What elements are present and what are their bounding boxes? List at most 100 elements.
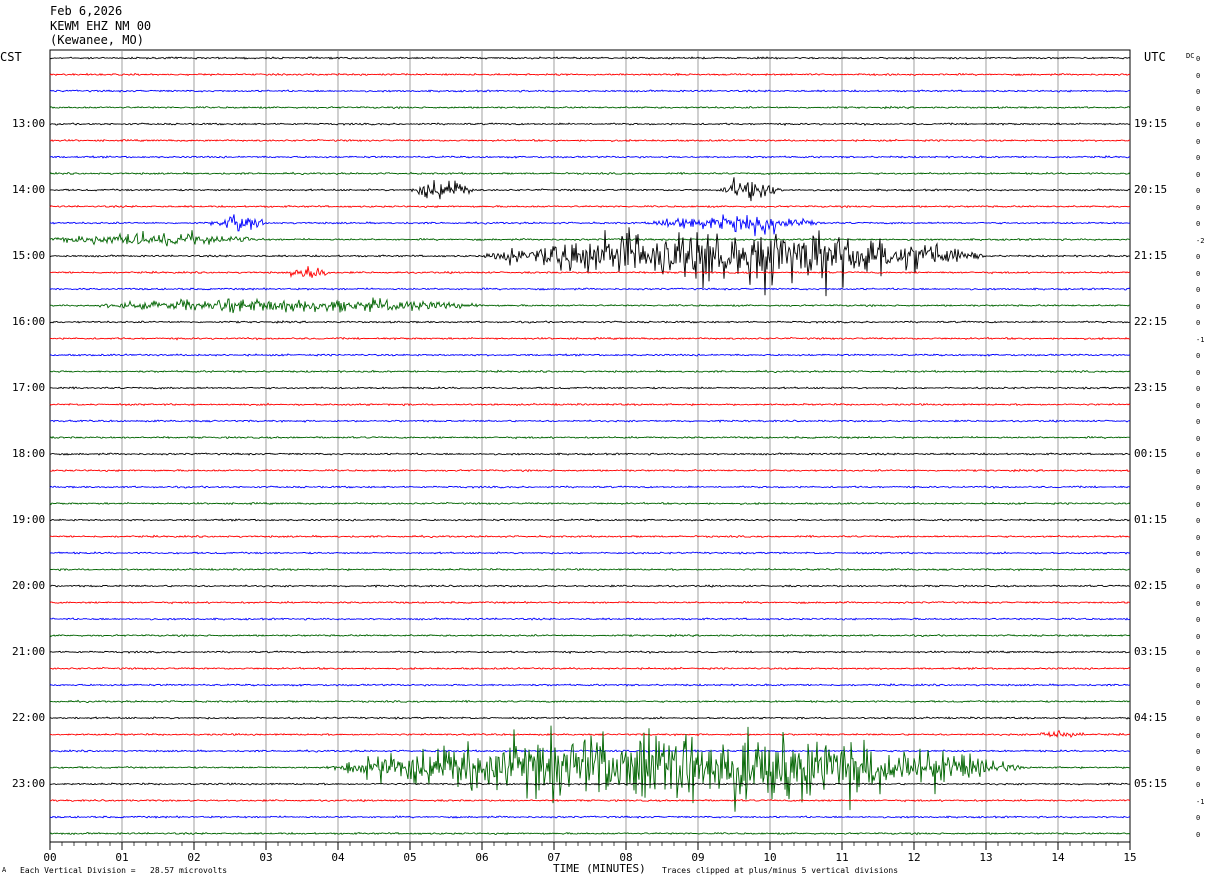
right-hour-label: 23:15: [1134, 381, 1168, 394]
right-hour-label: 20:15: [1134, 183, 1168, 196]
time-axis: 00 01 02 03 04 05 06 07 08 09 10 11 12 13 14 15: [43, 842, 1137, 864]
dc-offset-value: 0: [1196, 302, 1201, 311]
trace-line: [49, 287, 1131, 291]
dc-offset-value: 0: [1196, 649, 1201, 657]
dc-offset-value: 0: [1196, 698, 1201, 707]
dc-offset-value: 0: [1196, 830, 1201, 839]
x-tick-label: 13: [979, 851, 992, 864]
corner-mark: A: [2, 866, 7, 874]
dc-offset-value: 0: [1196, 814, 1201, 822]
left-hour-label: 13:00: [12, 117, 46, 130]
left-hour-label: 15:00: [12, 249, 46, 262]
plot-frame: [49, 49, 1131, 843]
dc-offset-value: 0: [1196, 764, 1201, 773]
x-tick-label: 11: [835, 851, 848, 864]
dc-offset-value: 0: [1196, 137, 1201, 146]
trace-line: [49, 105, 1131, 110]
trace-line: [49, 89, 1131, 93]
dc-offset-value: 0: [1196, 368, 1201, 377]
station-code: KEWM EHZ NM 00: [50, 18, 152, 33]
trace-line: [49, 204, 1131, 209]
trace-line: [49, 831, 1131, 836]
trace-line: [49, 683, 1131, 687]
dc-offset-value: 0: [1196, 781, 1201, 789]
left-hour-label: 23:00: [12, 777, 46, 790]
dc-offset-value: -1: [1196, 335, 1205, 344]
right-hour-label: 00:15: [1134, 447, 1168, 460]
dc-offset-value: 0: [1196, 269, 1201, 278]
x-tick-label: 09: [691, 851, 704, 864]
left-hour-label: 19:00: [12, 513, 46, 526]
dc-offset-value: 0: [1196, 517, 1201, 525]
left-timezone-label: CST: [0, 50, 22, 64]
left-hour-label: 20:00: [12, 579, 46, 592]
dc-offset-value: 0: [1196, 55, 1201, 63]
trace-line: [49, 600, 1131, 605]
x-tick-label: 12: [907, 851, 920, 864]
dc-offset-value: 0: [1196, 550, 1201, 558]
dc-offset-value: 0: [1196, 253, 1201, 261]
x-axis-title: TIME (MINUTES): [553, 862, 646, 875]
dc-offset-value: 0: [1196, 352, 1201, 360]
left-hour-label: 22:00: [12, 711, 46, 724]
dc-offset-value: 0: [1196, 583, 1201, 591]
trace-line: [49, 266, 1131, 279]
right-hour-label: 21:15: [1134, 249, 1168, 262]
dc-offset-value: 0: [1196, 88, 1201, 96]
trace-line: [49, 617, 1131, 621]
trace-line: [49, 782, 1131, 787]
dc-offset-value: 0: [1196, 187, 1201, 195]
trace-line: [49, 798, 1131, 803]
x-tick-label: 04: [331, 851, 345, 864]
dc-offset-value: 0: [1196, 104, 1201, 113]
dc-offset-value: 0: [1196, 385, 1201, 393]
right-hour-label: 03:15: [1134, 645, 1168, 658]
plot-date: Feb 6,2026: [50, 4, 123, 18]
x-tick-label: 06: [475, 851, 488, 864]
trace-line: [49, 501, 1131, 506]
trace-line: [49, 214, 1131, 237]
dc-offset-value: 0: [1196, 467, 1201, 476]
trace-line: [50, 336, 1131, 341]
trace-line: [49, 155, 1131, 159]
trace-line: [49, 567, 1130, 572]
x-tick-label: 07: [547, 851, 560, 864]
trace-line: [49, 815, 1131, 819]
trace-line: [49, 468, 1131, 473]
left-hour-label: 18:00: [12, 447, 46, 460]
dc-offset-value: 0: [1196, 203, 1201, 212]
trace-line: [49, 72, 1131, 77]
trace-line: [49, 230, 1131, 247]
trace-line: [49, 650, 1130, 655]
x-tick-label: 03: [259, 851, 272, 864]
minute-gridlines: [49, 49, 1131, 843]
dc-offset-value: 0: [1196, 533, 1201, 542]
dc-offset-value: 0: [1196, 220, 1201, 228]
dc-offset-value: 0: [1196, 319, 1201, 327]
dc-offset-value: 0: [1196, 484, 1201, 492]
seismic-traces: [49, 56, 1131, 836]
dc-offset-value: 0: [1196, 599, 1201, 608]
right-timezone-label: UTC: [1144, 50, 1166, 64]
dc-offset-value: 0: [1196, 71, 1201, 80]
x-tick-label: 02: [187, 851, 200, 864]
dc-offset-value: 0: [1196, 170, 1201, 179]
trace-line: [49, 749, 1130, 753]
trace-line: [49, 177, 1131, 202]
trace-line: [49, 386, 1131, 390]
trace-line: [49, 369, 1131, 374]
dc-offset-value: 0: [1196, 715, 1201, 723]
x-tick-label: 01: [115, 851, 128, 864]
x-tick-label: 10: [763, 851, 776, 864]
dc-offset-value: 0: [1196, 286, 1201, 294]
trace-line: [50, 419, 1131, 424]
dc-offset-value: 0: [1196, 566, 1201, 575]
left-hour-label: 21:00: [12, 645, 46, 658]
right-hour-label: 22:15: [1134, 315, 1168, 328]
station-location: (Kewanee, MO): [50, 33, 144, 47]
x-tick-label: 00: [43, 851, 56, 864]
right-hour-label: 04:15: [1134, 711, 1168, 724]
trace-line: [49, 485, 1131, 490]
trace-line: [49, 551, 1131, 555]
trace-line: [49, 716, 1131, 720]
